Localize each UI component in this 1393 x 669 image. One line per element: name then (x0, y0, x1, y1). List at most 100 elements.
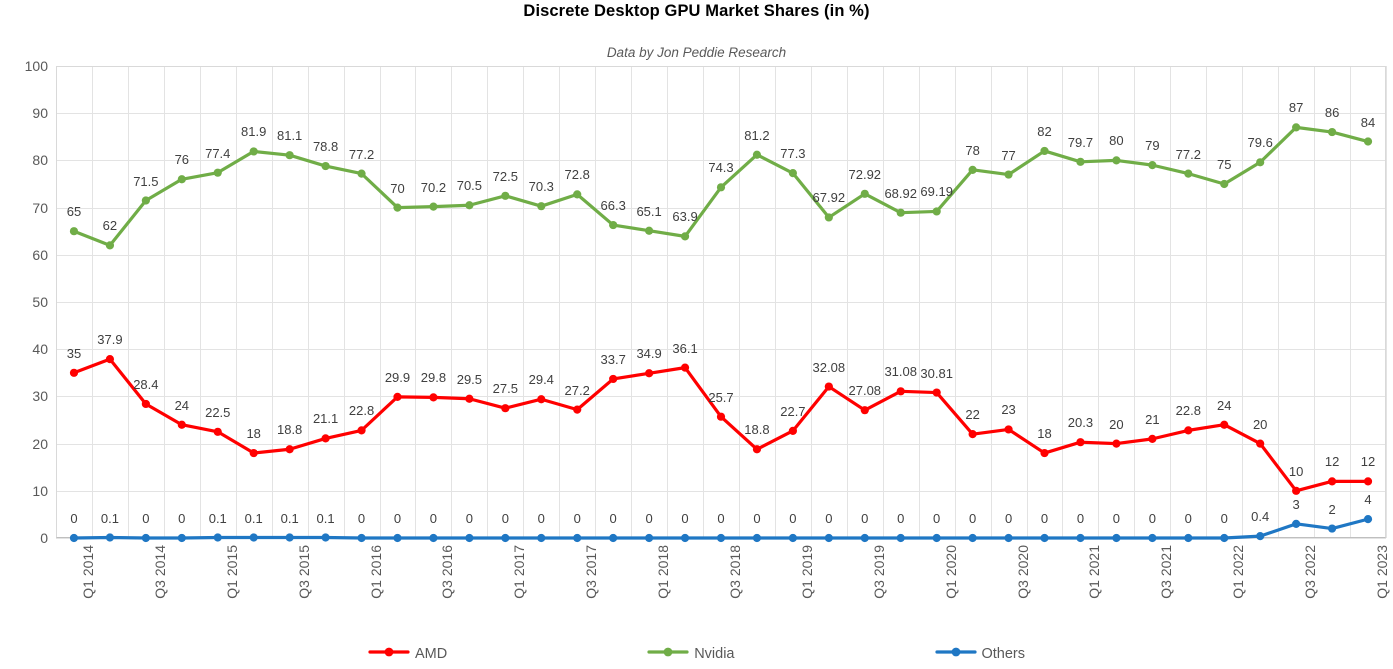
data-point-amd (285, 445, 294, 454)
data-point-nvidia (213, 168, 222, 177)
data-point-nvidia (465, 201, 474, 210)
data-point-others (141, 533, 150, 543)
gridline-vertical (559, 66, 561, 538)
data-point-others (752, 533, 762, 543)
data-point-nvidia (573, 190, 582, 199)
x-axis-tick-label: Q1 2022 (1230, 545, 1247, 599)
chart-subtitle: Data by Jon Peddie Research (606, 45, 787, 60)
y-axis-tick-label: 20 (32, 435, 48, 452)
data-point-nvidia (501, 191, 510, 200)
x-axis-tick-label: Q3 2016 (439, 545, 456, 599)
data-point-amd (716, 412, 726, 421)
x-axis-tick-label: Q3 2017 (583, 545, 600, 599)
data-point-amd (1076, 438, 1085, 447)
legend-swatch-nvidia-icon (647, 645, 689, 663)
data-point-amd (1112, 439, 1121, 448)
data-point-others (573, 533, 582, 543)
data-point-amd (968, 430, 977, 439)
x-axis-tick-label: Q1 2020 (942, 545, 959, 599)
data-point-nvidia (537, 202, 546, 211)
data-point-others (1076, 533, 1085, 543)
x-axis-tick-label: Q1 2018 (655, 545, 672, 599)
gridline-vertical (1026, 66, 1028, 538)
data-point-nvidia (788, 169, 797, 178)
data-point-nvidia (1327, 127, 1337, 137)
data-point-amd (1004, 425, 1013, 434)
data-point-others (537, 533, 546, 543)
data-point-amd (1220, 420, 1229, 429)
y-axis-tick-label: 70 (32, 199, 48, 216)
data-point-nvidia (680, 232, 690, 241)
gridline-vertical (1242, 66, 1244, 538)
legend-swatch-others-icon (934, 645, 977, 663)
data-point-amd (1184, 426, 1193, 435)
data-point-nvidia (1040, 146, 1049, 156)
gridline-vertical (667, 66, 669, 538)
data-point-nvidia (932, 207, 941, 216)
data-point-amd (1363, 477, 1373, 486)
data-point-amd (752, 445, 762, 454)
gridline-vertical (918, 66, 920, 538)
data-point-nvidia (105, 241, 115, 250)
data-point-others (105, 533, 115, 542)
data-point-nvidia (1220, 179, 1229, 189)
data-point-nvidia (968, 165, 977, 174)
gridline-horizontal (56, 443, 1386, 445)
data-point-others (213, 533, 222, 542)
gridline-vertical (954, 66, 956, 538)
y-axis-tick-label: 30 (32, 388, 48, 405)
y-axis-tick-label: 60 (32, 246, 48, 263)
data-point-nvidia (1004, 170, 1013, 179)
data-point-others (1148, 533, 1157, 543)
data-point-amd (573, 405, 582, 414)
gridline-vertical (631, 66, 633, 538)
data-point-others (1256, 532, 1265, 541)
gridline-vertical (810, 66, 812, 538)
data-point-amd (393, 392, 402, 401)
gridline-vertical (379, 66, 381, 538)
gridline-vertical (1350, 66, 1352, 538)
data-point-amd (177, 420, 186, 429)
gridline-vertical (703, 66, 705, 538)
data-point-others (1004, 533, 1013, 543)
data-point-amd (105, 355, 115, 364)
data-point-others (824, 533, 833, 543)
data-point-others (932, 533, 941, 543)
data-point-amd (141, 399, 150, 409)
legend-item-others[interactable]: Others (934, 645, 1025, 663)
gridline-horizontal (56, 254, 1386, 256)
gridline-horizontal (56, 207, 1386, 209)
data-point-amd (1040, 448, 1049, 458)
gridline-vertical (451, 66, 453, 538)
data-point-amd (1327, 477, 1337, 486)
data-point-amd (213, 427, 222, 436)
data-point-others (1184, 533, 1193, 543)
data-point-amd (501, 404, 510, 413)
data-point-others (645, 533, 654, 543)
gridline-vertical (774, 66, 776, 538)
legend-item-amd[interactable]: AMD (368, 645, 447, 663)
gridline-vertical (235, 66, 237, 538)
data-point-others (1040, 533, 1049, 543)
data-point-others (285, 533, 294, 542)
y-axis-tick-label: 10 (32, 482, 48, 499)
legend-swatch-amd-icon (368, 645, 410, 663)
series-lines (69, 123, 1373, 543)
gridline-horizontal (56, 113, 1386, 115)
x-axis-tick-label: Q1 2016 (367, 545, 384, 599)
data-point-others (1363, 515, 1373, 524)
legend-item-nvidia[interactable]: Nvidia (647, 645, 735, 663)
data-point-others (357, 533, 366, 543)
gridline-vertical (343, 66, 345, 538)
data-point-others (716, 533, 726, 543)
data-point-others (968, 533, 977, 543)
gridline-vertical (595, 66, 597, 538)
data-point-amd (429, 393, 438, 402)
plot-area: 35 37.9 28.4 24 22.5 18 18.8 21.1 22.8 29.9 29.8 29… (56, 66, 1387, 543)
gridline-vertical (1062, 66, 1064, 538)
gridline-vertical (91, 66, 93, 538)
gridline-vertical (199, 66, 201, 538)
data-point-others (501, 533, 510, 543)
gridline-vertical (1098, 66, 1100, 538)
gridline-vertical (523, 66, 525, 538)
